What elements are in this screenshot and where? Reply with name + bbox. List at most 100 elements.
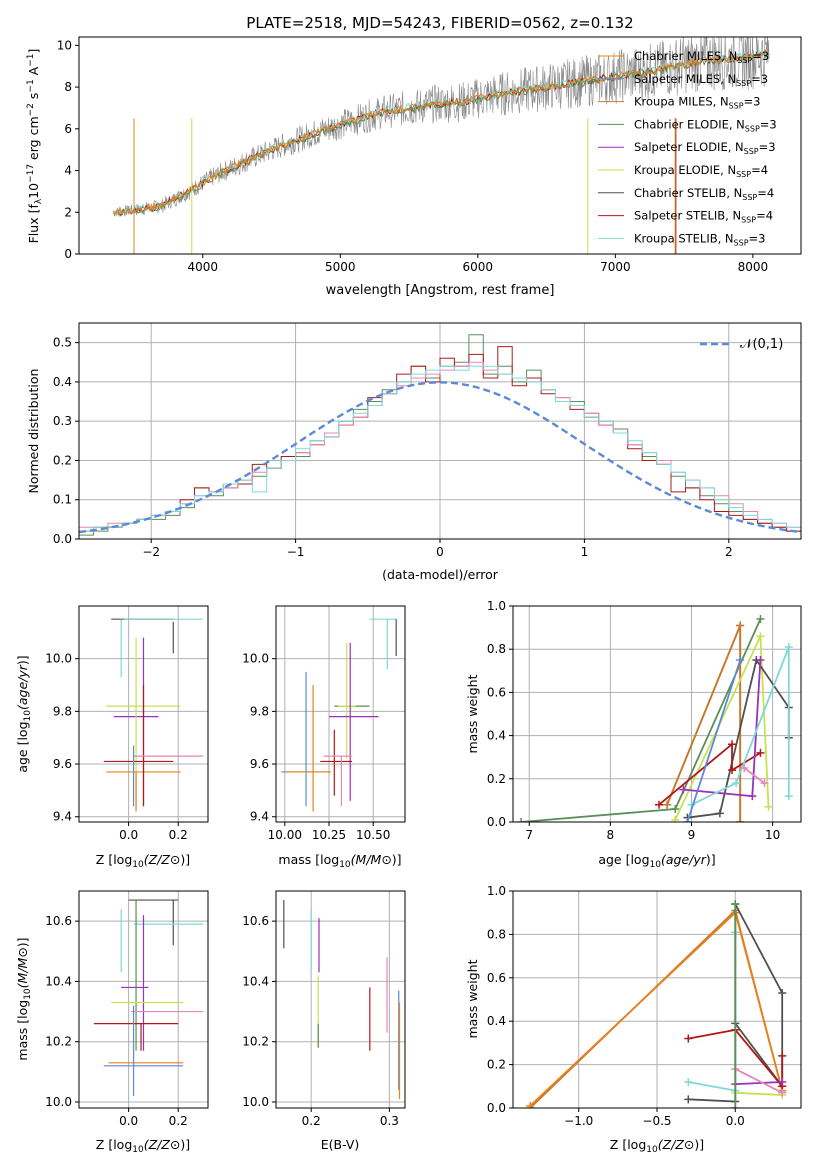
data-point bbox=[778, 1051, 787, 1060]
legend-label: Chabrier ELODIE, NSSP=3 bbox=[634, 117, 777, 133]
data-point bbox=[756, 632, 765, 641]
plot-area bbox=[281, 618, 397, 812]
x-tick-label: 5000 bbox=[325, 260, 356, 274]
plot-area bbox=[79, 334, 801, 539]
data-point bbox=[736, 656, 745, 664]
series-line bbox=[666, 625, 742, 822]
panel-6: 0.0 0.2 10.0 10.2 10.4 10.6 Z [log10(Z/Z⊙)] mas… bbox=[15, 890, 209, 1155]
x-tick-label: −0.5 bbox=[642, 1114, 671, 1128]
data-point bbox=[663, 800, 672, 809]
legend-label: Salpeter MILES, NSSP=3 bbox=[634, 72, 768, 88]
data-point bbox=[731, 1104, 740, 1108]
y-tick-label: 9.8 bbox=[53, 704, 72, 718]
y-tick-label: 0.4 bbox=[487, 1014, 506, 1028]
x-tick-label: 0.0 bbox=[119, 1114, 138, 1128]
x-axis-label: wavelength [Angstrom, rest frame] bbox=[326, 283, 555, 298]
x-tick-label: 10.50 bbox=[356, 828, 390, 842]
panel-4: 10.00 10.25 10.50 9.4 9.6 9.8 10.0 mass [log10(… bbox=[242, 605, 406, 870]
x-tick-label: 10.00 bbox=[268, 828, 302, 842]
y-tick-label: 6 bbox=[64, 122, 72, 136]
legend-label: 𝒩(0,1) bbox=[740, 337, 783, 352]
y-tick-label: 0.8 bbox=[487, 927, 506, 941]
data-point bbox=[684, 1095, 693, 1104]
series-line bbox=[691, 646, 790, 806]
x-tick-label: 8 bbox=[607, 828, 615, 842]
y-tick-label: 0.8 bbox=[487, 642, 506, 656]
y-tick-label: 0.5 bbox=[53, 336, 72, 350]
axes-frame bbox=[275, 890, 406, 1109]
x-tick-label: 7 bbox=[525, 828, 533, 842]
data-point bbox=[671, 805, 680, 814]
plot-area bbox=[103, 618, 204, 812]
y-axis-label: Normed distribution bbox=[26, 369, 41, 494]
legend-label: Kroupa ELODIE, NSSP=4 bbox=[634, 163, 768, 179]
x-axis-label: (data-model)/error bbox=[382, 567, 499, 582]
series-line bbox=[735, 1081, 783, 1085]
x-tick-label: 0.2 bbox=[169, 1114, 188, 1128]
data-point bbox=[784, 643, 793, 652]
data-point bbox=[778, 1088, 787, 1097]
axes-frame bbox=[512, 890, 802, 1109]
plot-area bbox=[283, 900, 401, 1099]
panel-1: 4000 5000 6000 7000 8000 0 2 4 6 8 10 Chabrier MILE… bbox=[26, 14, 802, 298]
histogram-step bbox=[79, 365, 801, 539]
data-point bbox=[748, 792, 757, 801]
legend-label: Salpeter STELIB, NSSP=4 bbox=[634, 209, 773, 225]
x-tick-label: 7000 bbox=[600, 260, 631, 274]
x-tick-label: 10.25 bbox=[312, 828, 346, 842]
y-tick-label: 9.8 bbox=[250, 704, 269, 718]
y-tick-label: 10.2 bbox=[45, 1035, 72, 1049]
x-axis-label: Z [log10(Z/Z⊙)] bbox=[96, 852, 190, 870]
model-orange bbox=[112, 48, 769, 217]
y-tick-label: 10.0 bbox=[242, 652, 269, 666]
series-line bbox=[666, 625, 742, 822]
x-tick-label: 1 bbox=[581, 545, 589, 559]
data-point bbox=[778, 1077, 787, 1086]
data-point bbox=[784, 792, 793, 801]
y-axis-label: mass weight bbox=[465, 674, 480, 753]
y-tick-label: 10.4 bbox=[45, 974, 72, 988]
y-tick-label: 10.0 bbox=[45, 1095, 72, 1109]
data-point bbox=[684, 1077, 693, 1086]
series-line bbox=[743, 767, 766, 784]
y-tick-label: 0.1 bbox=[53, 493, 72, 507]
y-tick-label: 0.4 bbox=[487, 729, 506, 743]
data-point bbox=[526, 1101, 535, 1108]
x-axis-label: mass [log10(M/M⊙)] bbox=[278, 852, 401, 870]
series-line bbox=[529, 908, 784, 1108]
y-tick-label: 9.6 bbox=[53, 757, 72, 771]
data-point bbox=[683, 818, 692, 822]
data-point bbox=[760, 779, 769, 788]
legend-label: Salpeter ELODIE, NSSP=3 bbox=[634, 140, 776, 156]
y-tick-label: 10.6 bbox=[242, 914, 269, 928]
y-axis-label: age [log10(age/yr)] bbox=[15, 655, 33, 772]
y-tick-label: 9.4 bbox=[53, 810, 72, 824]
data-point bbox=[756, 656, 765, 664]
data-point bbox=[679, 785, 688, 794]
panel-8: −1.0 −0.5 0.0 0.0 0.2 0.4 0.6 0.8 1.0 Z [log10(Z/… bbox=[465, 884, 802, 1155]
x-tick-label: 8000 bbox=[738, 260, 769, 274]
x-tick-label: 9 bbox=[688, 828, 696, 842]
legend-label: Kroupa STELIB, NSSP=3 bbox=[634, 231, 765, 247]
series-line bbox=[688, 1028, 784, 1089]
data-point bbox=[740, 764, 749, 772]
y-tick-label: 0.2 bbox=[487, 772, 506, 786]
series-line bbox=[735, 1091, 783, 1096]
x-tick-label: 0.0 bbox=[726, 1114, 745, 1128]
series-line bbox=[658, 742, 761, 806]
data-point bbox=[736, 818, 745, 822]
x-axis-label: Z [log10(Z/Z⊙)] bbox=[610, 1137, 704, 1155]
series-line bbox=[688, 932, 737, 1092]
x-tick-label: 0.3 bbox=[380, 1114, 399, 1128]
y-tick-label: 0.0 bbox=[487, 815, 506, 829]
data-point bbox=[728, 740, 737, 749]
x-tick-label: 6000 bbox=[463, 260, 494, 274]
y-tick-label: 1.0 bbox=[487, 884, 506, 898]
series-line bbox=[674, 635, 770, 821]
x-tick-label: 4000 bbox=[187, 260, 218, 274]
data-point bbox=[671, 815, 680, 822]
data-point bbox=[517, 818, 526, 822]
data-point bbox=[731, 900, 740, 909]
plot-area bbox=[526, 900, 787, 1108]
data-point bbox=[756, 614, 765, 623]
